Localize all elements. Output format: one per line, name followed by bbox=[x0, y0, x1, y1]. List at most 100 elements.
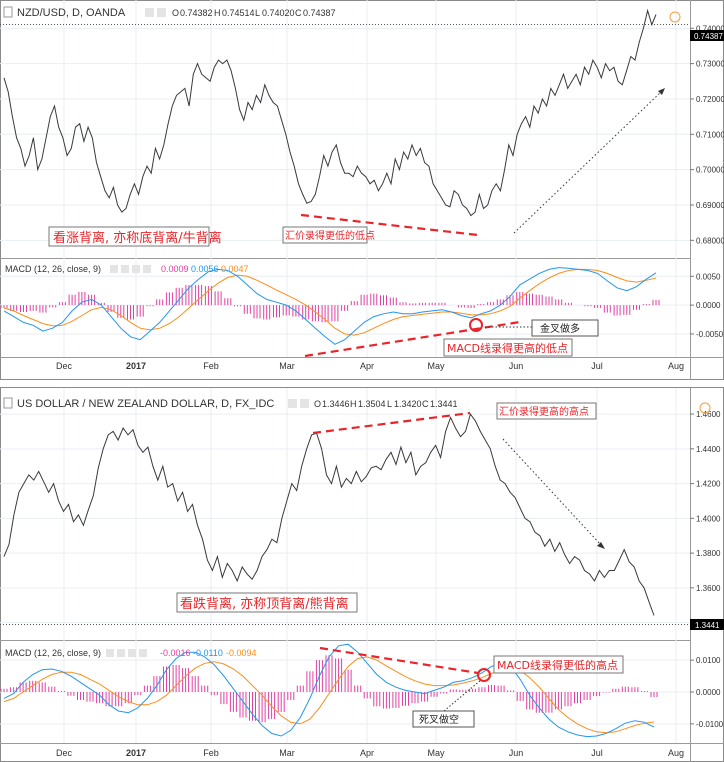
bottom-macd-signal-value: -0.0094 bbox=[226, 648, 257, 658]
bottom-macd-controls bbox=[106, 649, 147, 657]
y-tick-label: 0.71000 bbox=[696, 130, 724, 139]
top-high-label: H bbox=[214, 8, 221, 18]
x-tick-label: Feb bbox=[203, 361, 219, 371]
top-settings-icon[interactable] bbox=[145, 8, 154, 17]
x-tick-label: Apr bbox=[360, 748, 374, 758]
y-tick-label: 1.3600 bbox=[696, 584, 721, 593]
x-tick-label: Apr bbox=[360, 361, 374, 371]
bottom-price-note: 汇价录得更高的高点 bbox=[499, 405, 589, 418]
bottom-last-price-tag bbox=[690, 619, 724, 630]
top-high-value: 0.74514 bbox=[222, 8, 255, 18]
bottom-death-cross-pointer bbox=[443, 679, 482, 712]
y-tick-label: -0.0050 bbox=[696, 330, 724, 339]
x-tick-label: 2017 bbox=[126, 361, 146, 371]
bottom-chart: 1.4600 1.4400 1.4200 1.4000 1.3800 1.3600 1.34… bbox=[0, 387, 724, 762]
top-low-value: 0.74020 bbox=[262, 8, 295, 18]
top-open-value: 0.74382 bbox=[180, 8, 213, 18]
x-tick-label: 2017 bbox=[126, 748, 146, 758]
top-low-label: L bbox=[255, 8, 260, 18]
top-macd-more-icon[interactable] bbox=[143, 265, 151, 273]
bottom-macd-more-icon[interactable] bbox=[139, 649, 147, 657]
top-divergence-label: 看涨背离, 亦称底背离/牛背离 bbox=[53, 230, 222, 246]
y-tick-label: 1.4400 bbox=[696, 445, 721, 454]
bottom-death-cross-circle bbox=[477, 668, 491, 682]
top-price-note: 汇价录得更低的低点 bbox=[285, 229, 375, 242]
top-macd-note: MACD线录得更高的低点 bbox=[447, 341, 568, 355]
top-alert-icon[interactable] bbox=[669, 11, 681, 23]
top-collapse-icon[interactable] bbox=[3, 6, 13, 18]
bottom-close-label: C bbox=[422, 399, 429, 409]
top-price-lower-low-line bbox=[300, 213, 479, 237]
bottom-time-axis: Dec 2017 Feb Mar Apr May Jun Jul Aug bbox=[56, 748, 684, 758]
top-close-label: C bbox=[295, 8, 302, 18]
bottom-settings-icon[interactable] bbox=[288, 399, 297, 408]
x-tick-label: Mar bbox=[279, 748, 295, 758]
top-macd-higher-low-line bbox=[304, 320, 521, 358]
top-macd-title: MACD (12, 26, close, 9) bbox=[5, 264, 101, 274]
top-macd-controls bbox=[110, 265, 151, 273]
top-header-controls bbox=[145, 8, 166, 17]
bottom-macd-note-box bbox=[493, 655, 624, 674]
y-tick-label: 1.4000 bbox=[696, 514, 721, 523]
bottom-macd-lower-high-line bbox=[319, 646, 479, 675]
x-tick-label: May bbox=[427, 748, 445, 758]
top-divergence-label-box bbox=[48, 226, 210, 247]
bottom-close-value: 1.3441 bbox=[430, 399, 458, 409]
top-macd-hist-value: 0.0009 bbox=[161, 264, 189, 274]
top-macd-signal-value: 0.0047 bbox=[221, 264, 249, 274]
top-macd-visibility-icon[interactable] bbox=[110, 265, 118, 273]
x-tick-label: Feb bbox=[203, 748, 219, 758]
y-tick-label: 0.0000 bbox=[696, 688, 721, 697]
x-tick-label: Aug bbox=[668, 361, 684, 371]
bottom-divergence-label-box bbox=[176, 592, 358, 613]
y-tick-label: 0.70000 bbox=[696, 166, 724, 175]
x-tick-label: Aug bbox=[668, 748, 684, 758]
x-tick-label: Mar bbox=[279, 361, 295, 371]
bottom-alert-icon[interactable] bbox=[699, 402, 711, 414]
bottom-macd-visibility-icon[interactable] bbox=[106, 649, 114, 657]
bottom-collapse-icon[interactable] bbox=[3, 397, 13, 409]
top-source-icon[interactable] bbox=[157, 8, 166, 17]
top-macd-note-box bbox=[443, 338, 573, 357]
top-macd-line bbox=[3, 267, 657, 345]
top-uptrend-arrowhead bbox=[658, 88, 665, 95]
bottom-high-value: 1.3504 bbox=[358, 399, 386, 409]
y-tick-label: 0.0100 bbox=[696, 656, 721, 665]
top-macd-settings-icon[interactable] bbox=[121, 265, 129, 273]
top-chart: 0.74000 0.73000 0.72000 0.71000 0.70000 0.690… bbox=[0, 0, 724, 380]
top-symbol-title: NZD/USD, D, OANDA bbox=[17, 7, 126, 19]
bottom-grid bbox=[0, 388, 690, 743]
bottom-divergence-label: 看跌背离, 亦称顶背离/熊背离 bbox=[180, 596, 349, 612]
bottom-low-value: 1.3420 bbox=[394, 399, 422, 409]
x-tick-label: Jun bbox=[509, 748, 524, 758]
bottom-last-price-value: 1.3441 bbox=[695, 621, 720, 630]
bottom-macd-hist-value: -0.0016 bbox=[160, 648, 191, 658]
x-tick-label: Dec bbox=[56, 361, 73, 371]
x-tick-label: Jul bbox=[591, 748, 603, 758]
top-close-value: 0.74387 bbox=[303, 8, 336, 18]
bottom-high-label: H bbox=[350, 399, 357, 409]
bottom-price-note-box bbox=[496, 402, 597, 420]
top-macd-close-icon[interactable] bbox=[132, 265, 140, 273]
x-tick-label: Dec bbox=[56, 748, 73, 758]
top-macd-line-value: 0.0056 bbox=[191, 264, 219, 274]
bottom-macd-line bbox=[3, 643, 655, 738]
top-signal-line bbox=[3, 268, 657, 336]
y-tick-label: 1.4600 bbox=[696, 410, 721, 419]
y-tick-label: 0.73000 bbox=[696, 60, 724, 69]
top-last-price-value: 0.74387 bbox=[694, 32, 723, 41]
bottom-macd-close-icon[interactable] bbox=[128, 649, 136, 657]
bottom-downtrend-arrowhead bbox=[597, 542, 605, 549]
bottom-macd-settings-icon[interactable] bbox=[117, 649, 125, 657]
top-ohlc: O 0.74382 H 0.74514 L 0.74020 C 0.74387 bbox=[172, 8, 336, 18]
bottom-open-label: O bbox=[314, 399, 321, 409]
y-tick-label: 0.72000 bbox=[696, 95, 724, 104]
x-tick-label: Jun bbox=[509, 361, 524, 371]
bottom-death-cross-box bbox=[412, 710, 475, 728]
y-tick-label: 0.69000 bbox=[696, 201, 724, 210]
bottom-chart-frame bbox=[0, 387, 724, 762]
bottom-death-cross-label: 死叉做空 bbox=[419, 713, 459, 726]
bottom-price-line bbox=[3, 412, 655, 616]
bottom-source-icon[interactable] bbox=[300, 399, 309, 408]
